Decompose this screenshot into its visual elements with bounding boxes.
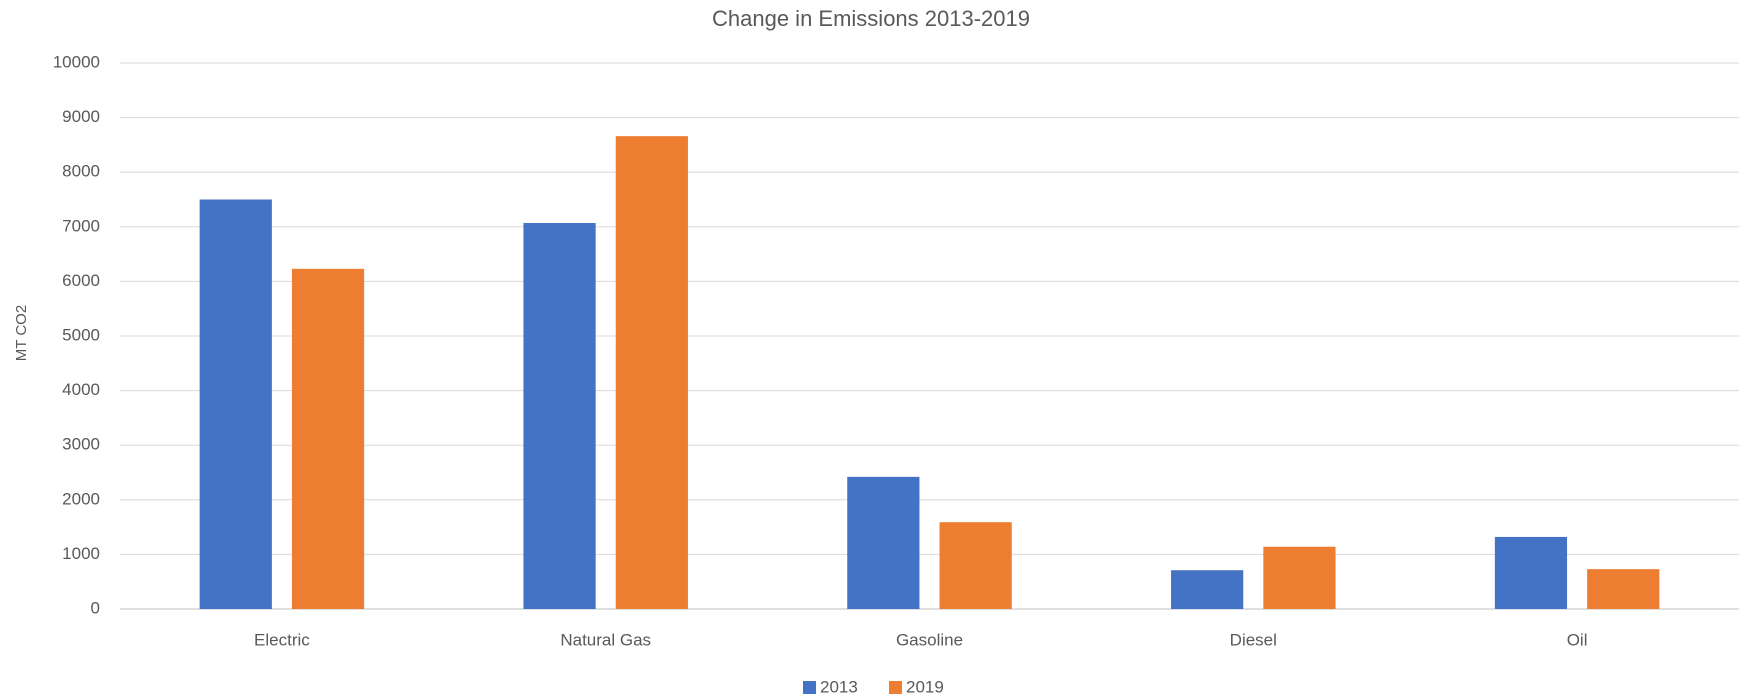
bar (199, 199, 272, 609)
y-tick-label: 4000 (62, 380, 100, 399)
y-tick-label: 0 (91, 598, 100, 617)
y-tick-label: 3000 (62, 435, 100, 454)
y-axis-label: MT CO2 (13, 305, 30, 361)
y-tick-label: 8000 (62, 162, 100, 181)
y-tick-label: 6000 (62, 271, 100, 290)
bar (523, 222, 596, 609)
bar (1263, 546, 1336, 609)
x-tick-label: Gasoline (896, 630, 963, 649)
bar (1587, 569, 1660, 609)
bar (939, 522, 1012, 609)
y-tick-label: 5000 (62, 325, 100, 344)
y-tick-label: 10000 (53, 52, 100, 71)
bar (615, 136, 688, 609)
bar (847, 476, 920, 609)
y-tick-label: 7000 (62, 216, 100, 235)
legend-label: 2019 (906, 677, 944, 696)
y-tick-label: 2000 (62, 489, 100, 508)
bar (1494, 536, 1568, 609)
legend-swatch (803, 681, 816, 694)
bar (291, 268, 365, 609)
x-tick-label: Diesel (1230, 630, 1277, 649)
x-tick-label: Oil (1567, 630, 1588, 649)
bar (1171, 570, 1244, 609)
x-tick-label: Electric (254, 630, 310, 649)
y-tick-label: 9000 (62, 107, 100, 126)
legend-label: 2013 (820, 677, 858, 696)
legend-swatch (889, 681, 902, 694)
x-tick-label: Natural Gas (560, 630, 651, 649)
chart-title: Change in Emissions 2013-2019 (712, 6, 1030, 31)
y-tick-label: 1000 (62, 544, 100, 563)
